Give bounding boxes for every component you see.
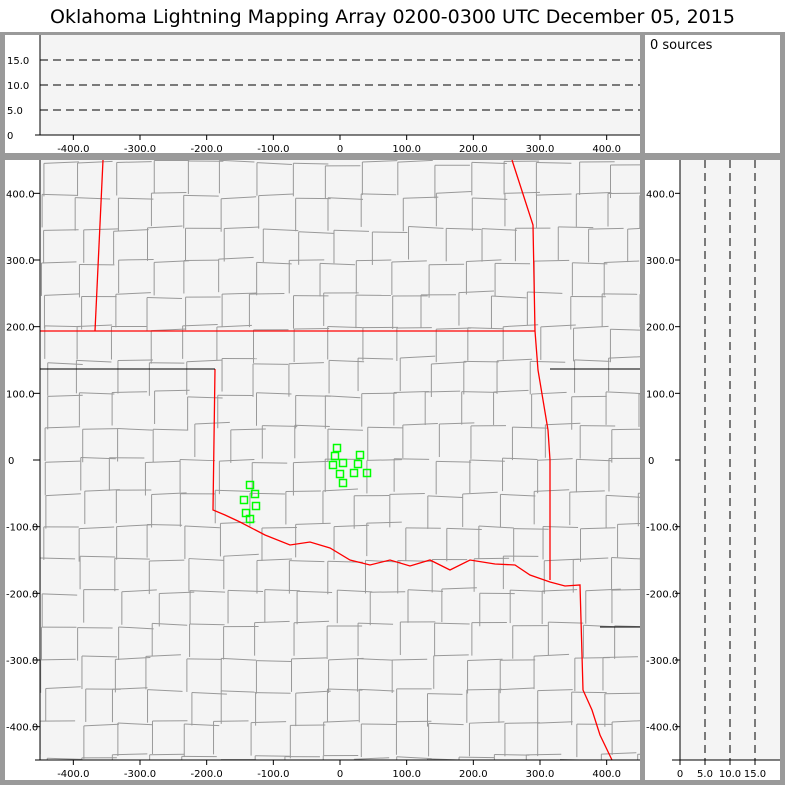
source-count-panel: 0 sources	[645, 35, 780, 153]
plot-title: Oklahoma Lightning Mapping Array 0200-03…	[0, 0, 785, 32]
side-altitude-panel	[645, 160, 780, 780]
source-count: 0 sources	[650, 38, 713, 53]
altitude-panel	[5, 35, 640, 153]
map-panel	[5, 160, 640, 780]
